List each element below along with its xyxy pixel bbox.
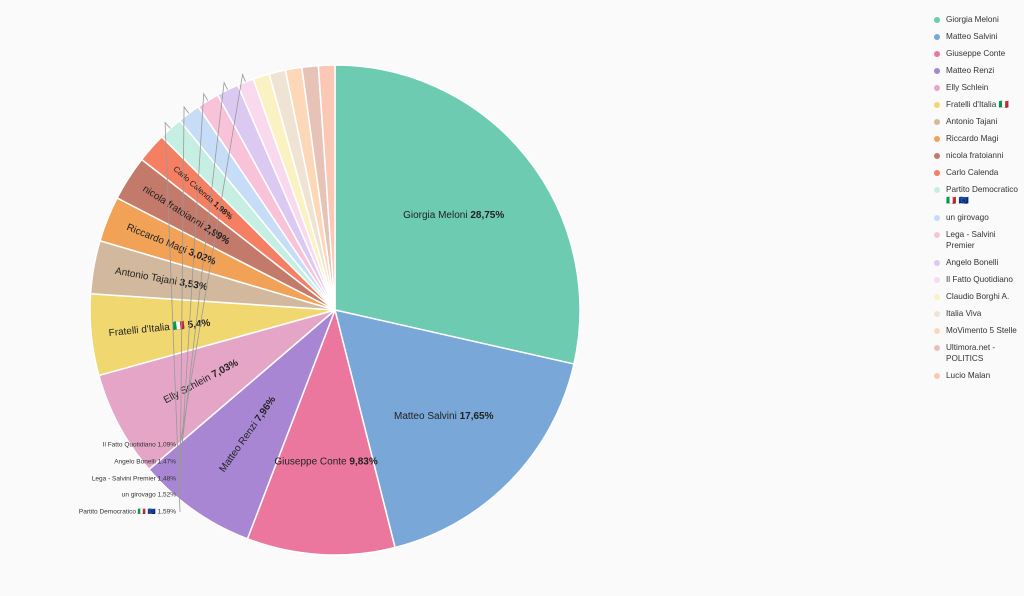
legend-item-claudio-borghi-a[interactable]: Claudio Borghi A.	[932, 291, 1024, 302]
slice-label-un-girovago: un girovago 1,52%	[122, 492, 176, 499]
legend-label: Angelo Bonelli	[946, 258, 999, 267]
legend-label: Il Fatto Quotidiano	[946, 275, 1013, 284]
legend-swatch	[934, 214, 940, 221]
slice-label-giorgia-meloni: Giorgia Meloni 28,75%	[403, 210, 504, 221]
legend-swatch	[934, 372, 940, 379]
slice-label-giuseppe-conte: Giuseppe Conte 9,83%	[274, 456, 378, 467]
legend-swatch	[934, 152, 940, 159]
legend-swatch	[934, 50, 940, 57]
legend-swatch	[934, 310, 940, 317]
chart-legend: Giorgia Meloni Matteo Salvini Giuseppe Con…	[932, 14, 1024, 387]
pie-chart: Giorgia Meloni 28,75% Matteo Salvini 17,6…	[79, 64, 581, 556]
legend-label: MoVimento 5 Stelle	[946, 326, 1017, 335]
legend-swatch	[934, 33, 940, 40]
legend-item-lega-salvini-premier[interactable]: Lega - Salvini Premier	[932, 229, 1024, 251]
legend-label: Matteo Renzi	[946, 66, 995, 75]
legend-item-matteo-renzi[interactable]: Matteo Renzi	[932, 65, 1024, 76]
legend-item-italia-viva[interactable]: Italia Viva	[932, 308, 1024, 319]
legend-item-movimento-5-stelle[interactable]: MoVimento 5 Stelle	[932, 325, 1024, 336]
pie-slice-giuseppe-conte[interactable]	[246, 307, 396, 556]
legend-swatch	[934, 276, 940, 283]
legend-swatch	[934, 101, 940, 108]
leader-line-un-girovago	[179, 105, 190, 496]
legend-swatch	[934, 16, 940, 23]
pie-slice-lucio-malan[interactable]	[317, 64, 336, 311]
legend-item-carlo-calenda[interactable]: Carlo Calenda	[932, 167, 1024, 178]
legend-label: Ultimora.net - POLITICS	[946, 343, 996, 363]
legend-label: Fratelli d'Italia 🇮🇹	[946, 100, 1009, 109]
legend-swatch	[934, 67, 940, 74]
legend-item-ultimora-net-politics[interactable]: Ultimora.net - POLITICS	[932, 342, 1024, 364]
slice-label-lega-salvini-premier: Lega - Salvini Premier 1,48%	[92, 476, 176, 483]
legend-swatch	[934, 84, 940, 91]
legend-label: Italia Viva	[946, 309, 982, 318]
leader-line-angelo-bonelli	[179, 81, 228, 463]
legend-label: Carlo Calenda	[946, 168, 999, 177]
legend-label: Antonio Tajani	[946, 117, 998, 126]
legend-label: nicola fratoianni	[946, 151, 1004, 160]
legend-label: Partito Democratico 🇮🇹 🇪🇺	[946, 185, 1018, 205]
legend-label: Elly Schlein	[946, 83, 989, 92]
legend-swatch	[934, 135, 940, 142]
legend-item-il-fatto-quotidiano[interactable]: Il Fatto Quotidiano	[932, 274, 1024, 285]
slice-label-il-fatto-quotidiano: Il Fatto Quotidiano 1,09%	[103, 442, 177, 449]
pie-slice-matteo-salvini[interactable]	[333, 308, 575, 549]
legend-item-antonio-tajani[interactable]: Antonio Tajani	[932, 116, 1024, 127]
legend-swatch	[934, 186, 940, 193]
legend-item-fratelli-d-italia[interactable]: Fratelli d'Italia 🇮🇹	[932, 99, 1024, 110]
legend-item-riccardo-magi[interactable]: Riccardo Magi	[932, 133, 1024, 144]
legend-label: Lucio Malan	[946, 371, 991, 380]
legend-swatch	[934, 259, 940, 266]
legend-label: Giuseppe Conte	[946, 49, 1006, 58]
slice-label-matteo-salvini: Matteo Salvini 17,65%	[394, 411, 494, 422]
legend-item-giuseppe-conte[interactable]: Giuseppe Conte	[932, 48, 1024, 59]
legend-item-nicola-fratoianni[interactable]: nicola fratoianni	[932, 150, 1024, 161]
legend-label: Riccardo Magi	[946, 134, 999, 143]
slice-label-angelo-bonelli: Angelo Bonelli 1,47%	[114, 459, 176, 466]
legend-swatch	[934, 344, 940, 351]
legend-label: un girovago	[946, 213, 989, 222]
legend-item-matteo-salvini[interactable]: Matteo Salvini	[932, 31, 1024, 42]
legend-swatch	[934, 169, 940, 176]
legend-swatch	[934, 118, 940, 125]
legend-item-lucio-malan[interactable]: Lucio Malan	[932, 370, 1024, 381]
legend-swatch	[934, 327, 940, 334]
legend-item-un-girovago[interactable]: un girovago	[932, 212, 1024, 223]
legend-item-elly-schlein[interactable]: Elly Schlein	[932, 82, 1024, 93]
pie-slice-elly-schlein[interactable]	[97, 309, 336, 471]
legend-label: Claudio Borghi A.	[946, 292, 1010, 301]
pie-slice-matteo-renzi[interactable]	[147, 309, 336, 540]
leader-line-il-fatto-quotidiano	[179, 72, 246, 446]
pie-slice-giorgia-meloni[interactable]	[334, 64, 581, 365]
legend-label: Matteo Salvini	[946, 32, 998, 41]
leader-line-lega-salvini-premier	[179, 92, 209, 480]
legend-item-partito-democratico[interactable]: Partito Democratico 🇮🇹 🇪🇺	[932, 184, 1024, 206]
legend-label: Giorgia Meloni	[946, 15, 999, 24]
legend-swatch	[934, 231, 940, 238]
legend-item-angelo-bonelli[interactable]: Angelo Bonelli	[932, 257, 1024, 268]
legend-item-giorgia-meloni[interactable]: Giorgia Meloni	[932, 14, 1024, 25]
slice-label-partito-democratico: Partito Democratico 🇮🇹 🇪🇺 1,59%	[79, 508, 176, 516]
legend-swatch	[934, 293, 940, 300]
legend-label: Lega - Salvini Premier	[946, 230, 996, 250]
leader-line-partito-democratico	[164, 121, 181, 513]
